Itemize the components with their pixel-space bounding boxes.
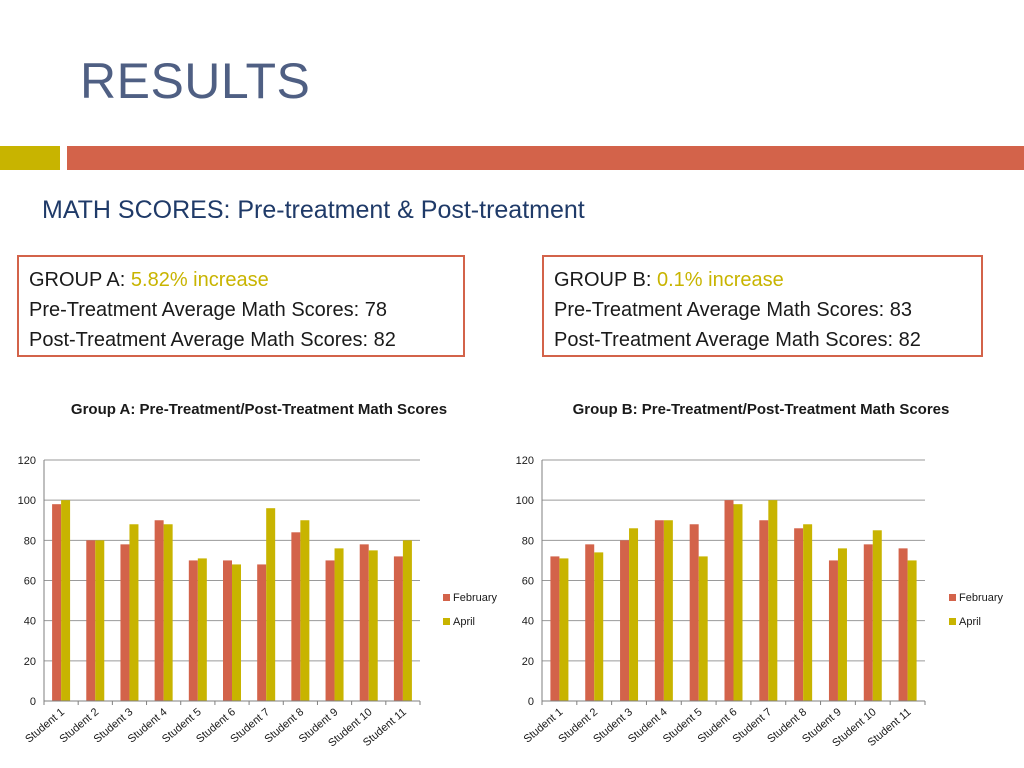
chart-b-bar-april-2 bbox=[594, 552, 604, 701]
group-a-heading: GROUP A: 5.82% increase bbox=[29, 265, 453, 295]
chart-b-bar-april-4 bbox=[663, 520, 673, 701]
chart-a-title: Group A: Pre-Treatment/Post-Treatment Ma… bbox=[70, 401, 448, 418]
chart-a-bar-april-4 bbox=[163, 524, 173, 701]
chart-a-bar-april-10 bbox=[368, 550, 378, 701]
chart-b-ytick-label: 0 bbox=[528, 696, 534, 708]
group-b-post-average: Post-Treatment Average Math Scores: 82 bbox=[554, 329, 921, 351]
group-b-summary-box: GROUP B: 0.1% increase Pre-Treatment Ave… bbox=[542, 255, 983, 357]
group-a-post-average: Post-Treatment Average Math Scores: 82 bbox=[29, 329, 396, 351]
chart-b-legend-label-april: April bbox=[959, 616, 981, 628]
chart-a-legend-swatch-february bbox=[443, 594, 450, 601]
chart-b-bar-april-10 bbox=[872, 530, 882, 701]
group-a-label: GROUP A: bbox=[29, 269, 131, 291]
chart-b-title: Group B: Pre-Treatment/Post-Treatment Ma… bbox=[572, 401, 950, 418]
chart-b-bar-february-1 bbox=[550, 556, 560, 701]
group-a-summary-box: GROUP A: 5.82% increase Pre-Treatment Av… bbox=[17, 255, 465, 357]
group-b-heading: GROUP B: 0.1% increase bbox=[554, 265, 971, 295]
chart-b-bar-april-6 bbox=[733, 504, 743, 701]
chart-a-legend-label-april: April bbox=[453, 616, 475, 628]
chart-b-bar-february-11 bbox=[898, 548, 908, 701]
chart-b-bar-february-3 bbox=[620, 540, 630, 701]
chart-a-bar-february-11 bbox=[393, 556, 403, 701]
chart-a-ytick-label: 60 bbox=[24, 576, 36, 588]
chart-b-bar-february-5 bbox=[689, 524, 699, 701]
chart-b-ytick-label: 120 bbox=[516, 455, 534, 467]
chart-a-bar-february-3 bbox=[120, 544, 130, 701]
chart-a-bar-april-1 bbox=[61, 500, 71, 701]
chart-b-bar-april-5 bbox=[698, 556, 708, 701]
chart-a-ytick-label: 20 bbox=[24, 656, 36, 668]
chart-a-legend-swatch-april bbox=[443, 618, 450, 625]
chart-a-legend-label-february: February bbox=[453, 592, 498, 604]
chart-b-legend-label-february: February bbox=[959, 592, 1004, 604]
chart-a-ytick-label: 80 bbox=[24, 535, 36, 547]
chart-b-bar-february-7 bbox=[759, 520, 769, 701]
chart-a-bar-april-2 bbox=[95, 540, 105, 701]
chart-a-bar-february-5 bbox=[188, 560, 198, 701]
chart-b-bar-february-4 bbox=[654, 520, 664, 701]
chart-b-ytick-label: 60 bbox=[522, 576, 534, 588]
chart-b-legend-swatch-february bbox=[949, 594, 956, 601]
chart-a-bar-april-5 bbox=[197, 558, 207, 701]
chart-a-bar-april-6 bbox=[232, 564, 241, 701]
chart-a-bar-february-1 bbox=[52, 504, 62, 701]
chart-b-ytick-label: 100 bbox=[516, 495, 534, 507]
chart-b-bar-april-7 bbox=[768, 500, 778, 701]
chart-a-bar-february-8 bbox=[291, 532, 301, 701]
chart-b-bar-april-8 bbox=[803, 524, 813, 701]
group-a-pre-average: Pre-Treatment Average Math Scores: 78 bbox=[29, 299, 387, 321]
chart-b-bar-february-9 bbox=[828, 560, 838, 701]
group-b-increase: 0.1% increase bbox=[657, 269, 784, 291]
chart-a-bar-february-2 bbox=[86, 540, 96, 701]
accent-bar-yellow bbox=[0, 146, 60, 170]
chart-a-bar-april-8 bbox=[300, 520, 310, 701]
chart-b-bar-february-6 bbox=[724, 500, 734, 701]
chart-b-bar-april-1 bbox=[559, 558, 569, 701]
chart-a-bar-february-6 bbox=[223, 560, 232, 701]
group-a-increase: 5.82% increase bbox=[130, 269, 269, 291]
chart-a-bar-february-10 bbox=[359, 544, 369, 701]
chart-b-legend-swatch-april bbox=[949, 618, 956, 625]
chart-b-bar-april-11 bbox=[907, 560, 917, 701]
slide-subtitle: MATH SCORES: Pre-treatment & Post-treatm… bbox=[42, 196, 585, 224]
chart-b-bar-february-10 bbox=[863, 544, 873, 701]
chart-b-bar-february-8 bbox=[794, 528, 804, 701]
chart-a-ytick-label: 0 bbox=[30, 696, 36, 708]
chart-a-bar-february-9 bbox=[325, 560, 335, 701]
chart-a-bar-april-9 bbox=[334, 548, 344, 701]
chart-b-bar-april-3 bbox=[629, 528, 639, 701]
chart-a-bar-april-7 bbox=[266, 508, 276, 701]
chart-b-ytick-label: 40 bbox=[522, 616, 534, 628]
chart-a-ytick-label: 100 bbox=[18, 495, 36, 507]
chart-a-ytick-label: 120 bbox=[18, 455, 36, 467]
slide-title: RESULTS bbox=[80, 53, 311, 109]
chart-a-bar-april-3 bbox=[129, 524, 139, 701]
chart-a-bar-february-7 bbox=[257, 564, 267, 701]
chart-a-bar-february-4 bbox=[154, 520, 164, 701]
group-b-label: GROUP B: bbox=[554, 269, 657, 291]
accent-bar-orange bbox=[67, 146, 1024, 170]
chart-a-ytick-label: 40 bbox=[24, 616, 36, 628]
chart-b-ytick-label: 20 bbox=[522, 656, 534, 668]
chart-b-ytick-label: 80 bbox=[522, 535, 534, 547]
chart-a-bar-april-11 bbox=[402, 540, 412, 701]
chart-b-bar-april-9 bbox=[837, 548, 847, 701]
group-b-pre-average: Pre-Treatment Average Math Scores: 83 bbox=[554, 299, 912, 321]
chart-b-bar-february-2 bbox=[585, 544, 595, 701]
